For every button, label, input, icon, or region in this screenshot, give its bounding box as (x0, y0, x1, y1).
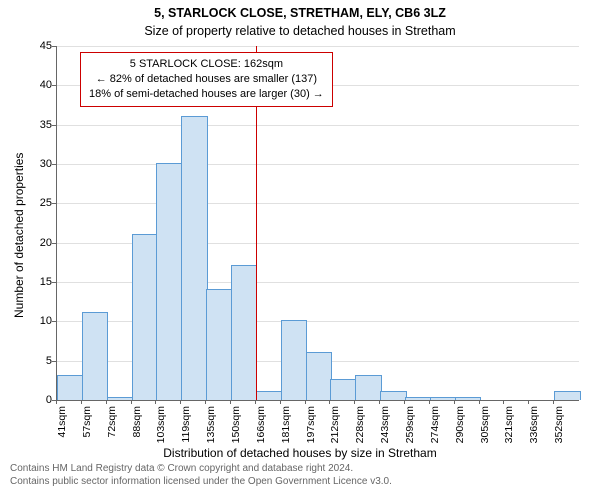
x-tick-label: 181sqm (280, 406, 292, 446)
annotation-line3: 18% of semi-detached houses are larger (… (89, 87, 324, 102)
histogram-bar (256, 391, 282, 400)
x-tick-label: 57sqm (81, 406, 93, 446)
y-tick-label: 5 (24, 355, 52, 367)
x-tick-label: 243sqm (379, 406, 391, 446)
y-tick (52, 85, 56, 86)
x-tick (528, 400, 529, 404)
chart-title-main: 5, STARLOCK CLOSE, STRETHAM, ELY, CB6 3L… (0, 6, 600, 20)
y-tick (52, 46, 56, 47)
y-tick (52, 321, 56, 322)
x-tick-label: 228sqm (354, 406, 366, 446)
x-tick (404, 400, 405, 404)
x-tick (429, 400, 430, 404)
histogram-bar (181, 116, 207, 400)
footer-attribution: Contains HM Land Registry data © Crown c… (10, 462, 392, 488)
grid-line (57, 125, 579, 126)
y-tick-label: 30 (24, 158, 52, 170)
histogram-bar (132, 234, 158, 400)
x-tick-label: 336sqm (528, 406, 540, 446)
histogram-bar (405, 397, 431, 400)
y-tick (52, 164, 56, 165)
y-tick-label: 35 (24, 119, 52, 131)
histogram-bar (330, 379, 356, 400)
y-tick-label: 20 (24, 237, 52, 249)
histogram-bar (430, 397, 456, 400)
y-tick (52, 203, 56, 204)
x-tick-label: 212sqm (329, 406, 341, 446)
x-tick-label: 150sqm (230, 406, 242, 446)
histogram-bar (206, 289, 232, 400)
x-tick (255, 400, 256, 404)
x-tick-label: 88sqm (131, 406, 143, 446)
x-tick-label: 305sqm (479, 406, 491, 446)
y-tick (52, 243, 56, 244)
x-tick-label: 290sqm (454, 406, 466, 446)
x-tick (503, 400, 504, 404)
x-tick (131, 400, 132, 404)
chart-title-sub: Size of property relative to detached ho… (0, 24, 600, 38)
x-tick (305, 400, 306, 404)
histogram-bar (306, 352, 332, 400)
y-tick (52, 125, 56, 126)
x-tick-label: 352sqm (553, 406, 565, 446)
y-tick (52, 282, 56, 283)
y-tick-label: 25 (24, 197, 52, 209)
histogram-bar (554, 391, 580, 400)
x-tick (553, 400, 554, 404)
histogram-bar (455, 397, 481, 400)
grid-line (57, 203, 579, 204)
x-tick (205, 400, 206, 404)
x-tick (106, 400, 107, 404)
x-tick (454, 400, 455, 404)
y-tick-label: 15 (24, 276, 52, 288)
chart-container: 5, STARLOCK CLOSE, STRETHAM, ELY, CB6 3L… (0, 0, 600, 500)
histogram-bar (107, 397, 133, 400)
x-tick (354, 400, 355, 404)
x-tick-label: 41sqm (56, 406, 68, 446)
x-tick (81, 400, 82, 404)
x-tick (479, 400, 480, 404)
x-tick (230, 400, 231, 404)
footer-line1: Contains HM Land Registry data © Crown c… (10, 462, 392, 475)
x-tick (329, 400, 330, 404)
grid-line (57, 46, 579, 47)
annotation-line1: 5 STARLOCK CLOSE: 162sqm (89, 57, 324, 72)
grid-line (57, 164, 579, 165)
x-tick-label: 197sqm (305, 406, 317, 446)
y-tick-label: 0 (24, 394, 52, 406)
histogram-bar (156, 163, 182, 400)
y-tick-label: 10 (24, 315, 52, 327)
annotation-line2: ← 82% of detached houses are smaller (13… (89, 72, 324, 87)
x-tick (56, 400, 57, 404)
x-axis-label: Distribution of detached houses by size … (0, 446, 600, 460)
x-tick (379, 400, 380, 404)
x-tick-label: 135sqm (205, 406, 217, 446)
x-tick-label: 259sqm (404, 406, 416, 446)
footer-line2: Contains public sector information licen… (10, 475, 392, 488)
y-axis-label: Number of detached properties (12, 153, 26, 318)
histogram-bar (380, 391, 406, 400)
histogram-bar (82, 312, 108, 400)
x-tick (280, 400, 281, 404)
annotation-box: 5 STARLOCK CLOSE: 162sqm ← 82% of detach… (80, 52, 333, 107)
x-tick-label: 274sqm (429, 406, 441, 446)
histogram-bar (281, 320, 307, 400)
y-tick (52, 361, 56, 362)
x-tick-label: 166sqm (255, 406, 267, 446)
x-tick-label: 103sqm (155, 406, 167, 446)
x-tick (180, 400, 181, 404)
x-tick (155, 400, 156, 404)
x-tick-label: 119sqm (180, 406, 192, 446)
y-tick-label: 40 (24, 79, 52, 91)
histogram-bar (231, 265, 257, 400)
histogram-bar (355, 375, 381, 400)
x-tick-label: 72sqm (106, 406, 118, 446)
histogram-bar (57, 375, 83, 400)
x-tick-label: 321sqm (503, 406, 515, 446)
y-tick-label: 45 (24, 40, 52, 52)
